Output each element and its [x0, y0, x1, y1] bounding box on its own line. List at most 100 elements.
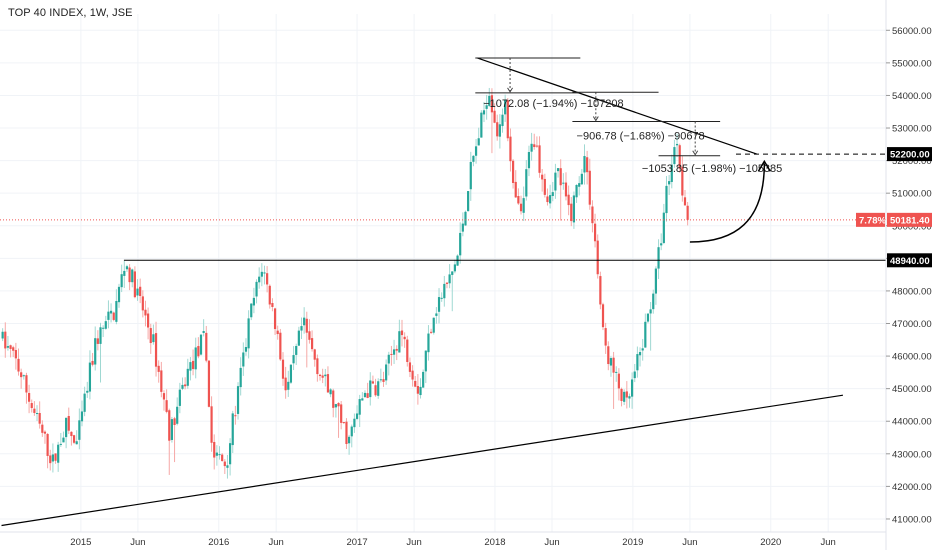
candle-body [191, 360, 195, 370]
candle-body [387, 354, 390, 364]
candle-body [281, 359, 285, 379]
candle-body [112, 312, 115, 320]
price-tick-label: 55000.00 [892, 58, 932, 69]
candle-body [559, 168, 562, 186]
candle-body [194, 347, 197, 370]
candle-body [260, 271, 263, 277]
candle-body [662, 212, 665, 243]
candle-body [461, 223, 464, 232]
measure-label: −1053.85 (−1.98%) −105385 [642, 163, 782, 175]
candle-body [17, 358, 20, 372]
candle-body [400, 330, 404, 336]
candle-body [268, 285, 271, 305]
candle-body [168, 410, 171, 441]
candle-body [43, 431, 47, 434]
candle-body [392, 349, 396, 355]
candle-body [313, 349, 316, 360]
candle-body [385, 364, 388, 381]
candle-body [591, 206, 594, 224]
candle-body [588, 170, 591, 205]
candle-body [205, 332, 208, 361]
candle-body [538, 145, 541, 173]
price-tick-label: 45000.00 [892, 384, 932, 395]
candle-body [615, 371, 618, 373]
last-price-tag-bg [887, 212, 932, 227]
time-axis[interactable]: 2015 Jun 2016 Jun 2017 Jun 2018 Jun 2019 Jun 2020 J… [0, 531, 886, 548]
candle-body [189, 362, 192, 371]
price-tick-label: 54000.00 [892, 91, 932, 102]
price-tick-label: 56000.00 [892, 26, 932, 37]
candle-body [173, 418, 176, 425]
candle-body [527, 152, 531, 169]
time-tick-label: 2016 [208, 537, 229, 548]
time-tick-label: Jun [130, 537, 145, 548]
candle-body [80, 411, 84, 422]
candle-body [416, 386, 419, 394]
candle-body [107, 311, 110, 320]
price-tick-label: 46000.00 [892, 352, 932, 363]
candle-body [54, 453, 57, 461]
candle-body [287, 381, 290, 390]
candle-body [382, 379, 385, 382]
candle-body [578, 183, 581, 187]
candle-body [266, 273, 269, 285]
candle-body [535, 145, 538, 147]
candle-body [572, 195, 576, 223]
candle-body [96, 338, 99, 344]
candle-body [601, 304, 605, 328]
candle-body [144, 309, 147, 316]
candle-body [160, 370, 163, 392]
candle-body [678, 145, 681, 169]
level-tag-48940-bg [887, 253, 932, 268]
candle-body [467, 191, 470, 212]
measure-label: −1072.08 (−1.94%) −107208 [483, 98, 623, 110]
price-axis[interactable]: 41000.00 42000.00 43000.00 44000.00 45000.00… [885, 0, 932, 550]
chart-title: TOP 40 INDEX, 1W, JSE [8, 7, 133, 19]
candle-body [485, 105, 488, 109]
candle-body [562, 182, 565, 184]
candle-body [318, 374, 322, 376]
candle-body [109, 310, 113, 314]
candle-body [279, 332, 282, 360]
candle-body [511, 160, 515, 183]
candle-body [12, 347, 15, 351]
candle-body [638, 352, 642, 356]
candle-body [297, 330, 300, 346]
candle-body [221, 454, 224, 461]
candle-body [358, 399, 361, 415]
candle-body [445, 282, 449, 284]
candle-body [636, 354, 639, 371]
time-tick-label: Jun [821, 537, 836, 548]
candle-body [533, 144, 536, 148]
candle-body [184, 384, 187, 387]
candle-body [78, 420, 81, 440]
candle-body [432, 317, 435, 333]
candle-body [488, 95, 491, 106]
candle-body [623, 391, 626, 402]
candle-body [408, 362, 412, 372]
candle-body [390, 353, 393, 355]
resistance-trendline [476, 57, 757, 155]
candle-body [49, 455, 52, 464]
candle-body [131, 269, 134, 283]
candle-body [422, 371, 425, 388]
candle-body [665, 185, 668, 214]
candle-body [660, 243, 663, 246]
candle-body [141, 296, 144, 311]
candle-body [170, 419, 174, 440]
candle-body [411, 370, 414, 380]
candle-body [14, 350, 17, 359]
candle-body [30, 403, 33, 409]
candle-body [514, 181, 517, 198]
measure-arrow-head [592, 116, 599, 122]
candle-body [501, 114, 504, 127]
grid [0, 14, 886, 532]
candle-body [570, 203, 573, 222]
candle-body [683, 197, 687, 206]
candle-body [670, 164, 673, 182]
time-tick-label: Jun [682, 537, 697, 548]
time-tick-label: 2017 [346, 537, 367, 548]
price-tick-label: 41000.00 [892, 514, 932, 525]
candle-body [27, 393, 31, 402]
